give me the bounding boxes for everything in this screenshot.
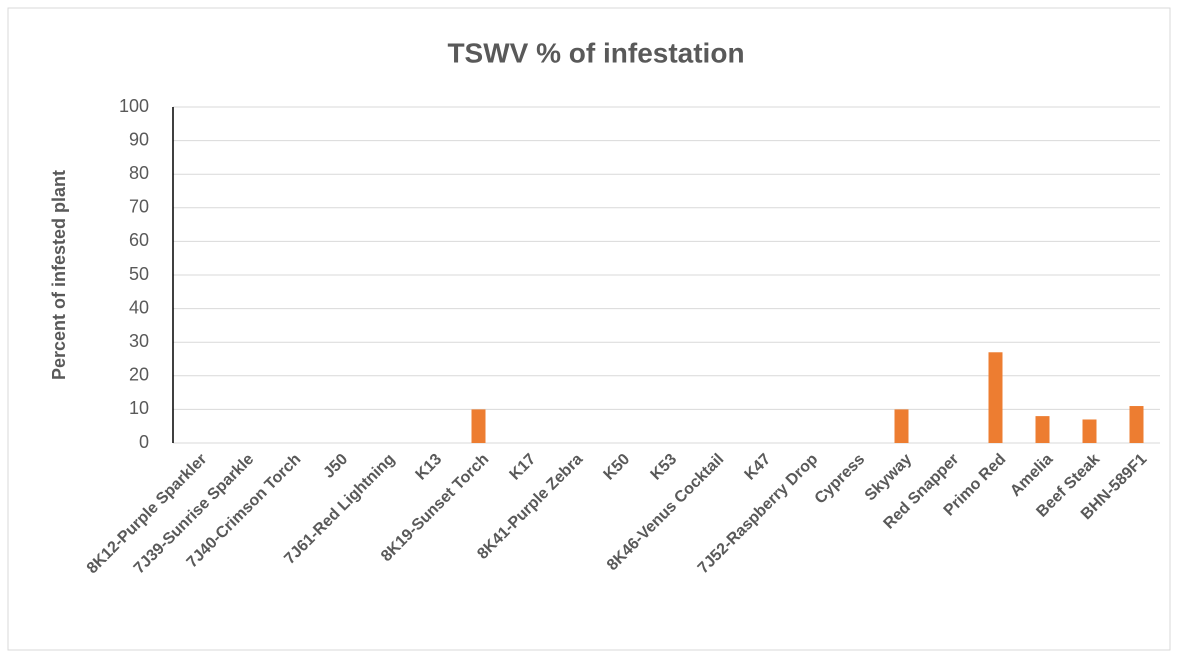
y-tick-label: 80 [129,163,149,183]
bar [1082,419,1097,443]
y-tick-label: 10 [129,398,149,418]
bar [894,409,909,443]
y-tick-label: 40 [129,297,149,317]
y-tick-label: 20 [129,365,149,385]
y-tick-label: 100 [119,96,149,116]
bar [1129,406,1144,443]
bar [988,352,1003,443]
chart-border [7,7,1171,651]
y-tick-label: 0 [139,432,149,452]
y-tick-label: 70 [129,197,149,217]
bar [1035,416,1050,443]
y-tick-label: 30 [129,331,149,351]
y-axis-label: Percent of infested plant [49,170,69,380]
bar [471,409,486,443]
chart-title: TSWV % of infestation [447,37,744,68]
y-tick-label: 50 [129,264,149,284]
y-tick-label: 90 [129,129,149,149]
y-tick-label: 60 [129,230,149,250]
